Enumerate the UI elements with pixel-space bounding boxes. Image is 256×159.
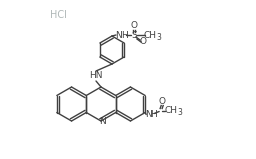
Text: O: O bbox=[140, 38, 146, 46]
Text: HN: HN bbox=[89, 72, 103, 80]
Text: CH: CH bbox=[165, 106, 178, 115]
Text: O: O bbox=[159, 97, 166, 106]
Text: S: S bbox=[131, 31, 137, 39]
Text: 3: 3 bbox=[157, 32, 162, 41]
Text: O: O bbox=[131, 21, 137, 31]
Text: CH: CH bbox=[144, 31, 156, 39]
Text: H: H bbox=[150, 110, 156, 119]
Text: N: N bbox=[100, 118, 106, 127]
Text: 3: 3 bbox=[178, 108, 183, 117]
Text: HCl: HCl bbox=[50, 10, 67, 20]
Text: N: N bbox=[116, 31, 122, 39]
Text: N: N bbox=[145, 110, 152, 119]
Text: H: H bbox=[121, 31, 127, 39]
